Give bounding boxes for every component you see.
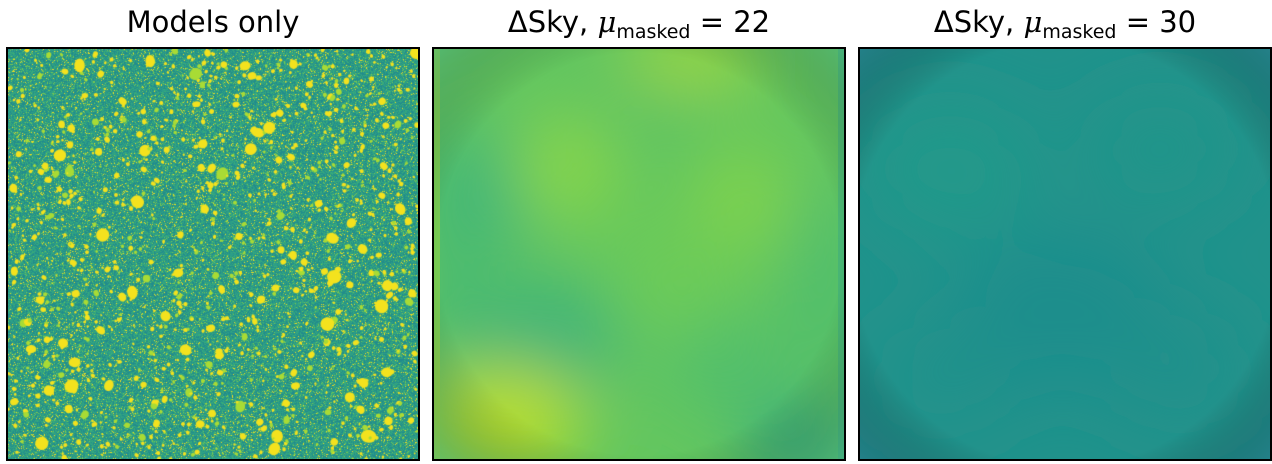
dsky-22-image: [434, 49, 844, 459]
panel-title-dsky-30: ΔSky, μmasked = 30: [933, 5, 1197, 43]
image-frame-dsky-22: [432, 47, 846, 461]
image-frame-models-only: [6, 47, 420, 461]
image-frame-dsky-30: [858, 47, 1272, 461]
panel-title-text: Models only: [126, 5, 300, 39]
panel-models-only: Models only: [6, 0, 420, 464]
panel-dsky-22: ΔSky, μmasked = 22: [432, 0, 846, 464]
models-only-image: [8, 49, 418, 459]
panel-title-dsky-22: ΔSky, μmasked = 22: [507, 5, 771, 43]
dsky-30-image: [860, 49, 1270, 459]
panel-dsky-30: ΔSky, μmasked = 30: [858, 0, 1272, 464]
panel-title-models-only: Models only: [6, 2, 420, 42]
